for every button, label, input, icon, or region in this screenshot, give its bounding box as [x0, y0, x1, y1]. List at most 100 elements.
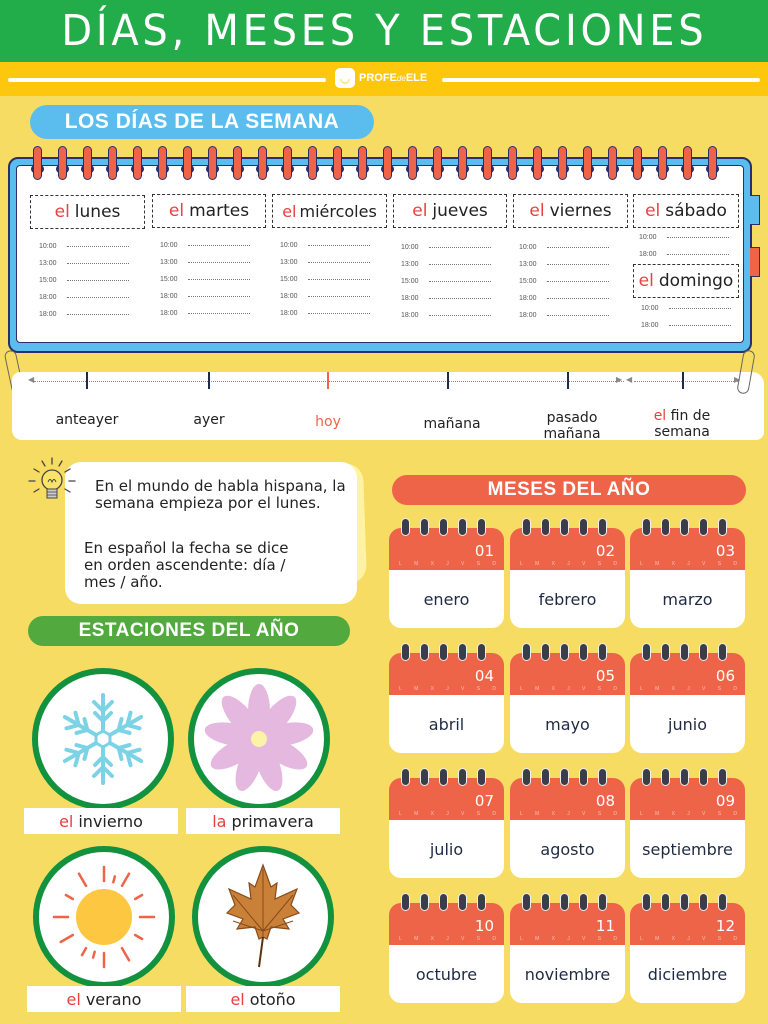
- time-slot: 18:00: [280, 310, 370, 317]
- calendar-ring: [439, 768, 448, 786]
- season-summer: [33, 846, 175, 988]
- weekday-initial: X: [430, 561, 434, 567]
- label-anteayer: anteayer: [55, 412, 119, 428]
- lightbulb-icon: [25, 455, 79, 509]
- time-label: 18:00: [519, 312, 537, 319]
- month-card: 04 L M X J V S D abril: [389, 643, 504, 755]
- month-number: 10: [474, 917, 494, 935]
- spiral-ring: [608, 146, 617, 180]
- calendar-ring: [699, 643, 708, 661]
- month-card: 07 L M X J V S D julio: [389, 768, 504, 880]
- calendar-ring: [439, 518, 448, 536]
- weekday-initial: S: [597, 811, 602, 817]
- spiral-ring: [133, 146, 142, 180]
- calendar-ring: [401, 768, 410, 786]
- month-card: 10 L M X J V S D octubre: [389, 893, 504, 1005]
- month-card: 09 L M X J V S D septiembre: [630, 768, 745, 880]
- time-label: 15:00: [401, 278, 419, 285]
- calendar-ring: [718, 893, 727, 911]
- month-name: abril: [389, 695, 504, 753]
- time-slot: 18:00: [160, 310, 250, 317]
- calendar-ring: [560, 768, 569, 786]
- arrow-left-icon: ◀: [626, 375, 633, 384]
- title-banner: DÍAS, MESES Y ESTACIONES: [0, 0, 768, 62]
- calendar-ring: [718, 768, 727, 786]
- time-label: 10:00: [39, 243, 57, 250]
- time-slot: 18:00: [160, 293, 250, 300]
- write-line: [546, 247, 609, 248]
- season-label-invierno: el invierno: [24, 808, 178, 834]
- note-paragraph-2: En español la fecha se dice en orden asc…: [84, 539, 289, 591]
- spiral-ring: [408, 146, 417, 180]
- calendar-ring: [420, 643, 429, 661]
- weekday-initial: L: [520, 561, 523, 567]
- month-card: 01 L M X J V S D enero: [389, 518, 504, 630]
- calendar-ring: [541, 518, 550, 536]
- write-line: [187, 279, 250, 280]
- weekday-initial: V: [461, 936, 465, 942]
- day-jueves: el jueves: [393, 194, 507, 228]
- calendar-ring: [522, 643, 531, 661]
- write-line: [307, 245, 370, 246]
- calendar-ring: [458, 518, 467, 536]
- month-card: 12 L M X J V S D diciembre: [630, 893, 745, 1005]
- weekday-initial: V: [461, 811, 465, 817]
- weekday-initial: S: [476, 811, 481, 817]
- month-number: 03: [715, 542, 735, 560]
- calendar-ring: [661, 768, 670, 786]
- weekday-initial: V: [461, 686, 465, 692]
- week-heading: LOS DÍAS DE LA SEMANA: [30, 105, 374, 139]
- calendar-ring: [420, 893, 429, 911]
- time-slot: 10:00: [280, 242, 370, 249]
- time-slot: 10:00: [39, 243, 129, 250]
- weekday-initial: D: [733, 561, 737, 567]
- write-line: [666, 237, 729, 238]
- time-label: 10:00: [280, 242, 298, 249]
- time-label: 18:00: [401, 295, 419, 302]
- weekday-initial: J: [687, 811, 690, 817]
- time-label: 15:00: [160, 276, 178, 283]
- weekday-initial: X: [430, 811, 434, 817]
- calendar-ring: [642, 768, 651, 786]
- calendar-ring: [477, 893, 486, 911]
- spiral-ring: [583, 146, 592, 180]
- calendar-ring: [458, 768, 467, 786]
- spiral-ring: [308, 146, 317, 180]
- time-slot: 18:00: [641, 322, 731, 329]
- time-slot: 13:00: [519, 261, 609, 268]
- time-label: 18:00: [280, 310, 298, 317]
- weekday-initial: L: [399, 811, 402, 817]
- weekday-initial: J: [567, 686, 570, 692]
- weekday-initial: M: [535, 936, 540, 942]
- weekday-initial: S: [597, 561, 602, 567]
- calendar-ring: [439, 893, 448, 911]
- calendar-ring: [699, 518, 708, 536]
- weekday-initial: L: [399, 686, 402, 692]
- spiral-ring: [433, 146, 442, 180]
- calendar-ring: [560, 643, 569, 661]
- month-number: 07: [474, 792, 494, 810]
- month-name: mayo: [510, 695, 625, 753]
- spiral-ring: [483, 146, 492, 180]
- calendar-ring: [699, 893, 708, 911]
- time-label: 18:00: [39, 311, 57, 318]
- time-label: 10:00: [641, 305, 659, 312]
- calendar-ring: [458, 893, 467, 911]
- weekday-initial: V: [702, 686, 706, 692]
- weekday-initial: D: [492, 686, 496, 692]
- calendar-ring: [579, 768, 588, 786]
- time-slot: 10:00: [641, 305, 731, 312]
- spiral-ring: [508, 146, 517, 180]
- weekday-initial: J: [446, 686, 449, 692]
- spiral-ring: [708, 146, 717, 180]
- time-slot: 10:00: [519, 244, 609, 251]
- weekday-initial: V: [582, 686, 586, 692]
- weekday-initial: S: [717, 561, 722, 567]
- month-number: 11: [595, 917, 615, 935]
- calendar-ring: [680, 893, 689, 911]
